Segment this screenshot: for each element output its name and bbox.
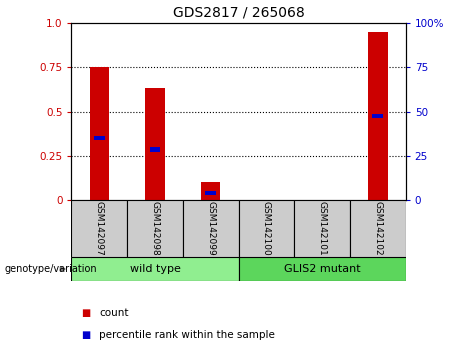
Text: GSM142097: GSM142097	[95, 201, 104, 256]
Bar	[150, 147, 160, 152]
Bar	[71, 200, 127, 257]
Bar	[71, 257, 239, 281]
Bar	[89, 67, 109, 200]
Text: percentile rank within the sample: percentile rank within the sample	[99, 330, 275, 339]
Bar	[238, 257, 406, 281]
Bar	[238, 200, 294, 257]
Bar	[145, 88, 165, 200]
Bar	[368, 32, 388, 200]
Bar	[294, 200, 350, 257]
Text: GSM142100: GSM142100	[262, 201, 271, 256]
Bar	[183, 200, 238, 257]
Text: ■: ■	[81, 330, 90, 339]
Text: count: count	[99, 308, 129, 318]
Bar	[372, 114, 383, 118]
Bar	[127, 200, 183, 257]
Bar	[94, 136, 105, 140]
Text: GSM142101: GSM142101	[318, 201, 327, 256]
Title: GDS2817 / 265068: GDS2817 / 265068	[173, 5, 304, 19]
Text: GSM142099: GSM142099	[206, 201, 215, 256]
Text: genotype/variation: genotype/variation	[5, 264, 97, 274]
Bar	[201, 182, 220, 200]
Text: GSM142102: GSM142102	[373, 201, 382, 256]
Bar	[350, 200, 406, 257]
Bar	[205, 191, 216, 195]
Text: GSM142098: GSM142098	[150, 201, 160, 256]
Text: GLIS2 mutant: GLIS2 mutant	[284, 264, 361, 274]
Text: wild type: wild type	[130, 264, 180, 274]
Text: ■: ■	[81, 308, 90, 318]
